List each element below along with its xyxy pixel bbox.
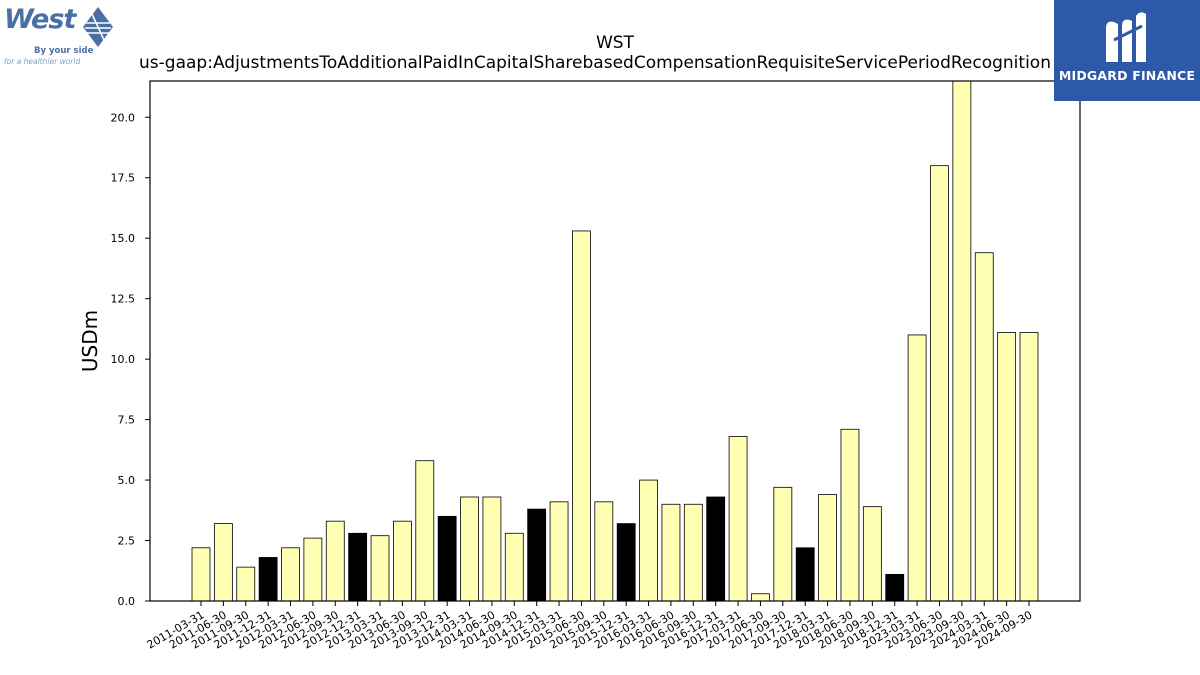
x-axis-ticks: 2011-03-312011-06-302011-09-302011-12-31… (145, 601, 1035, 652)
bar-2011-06-30 (213, 523, 233, 602)
bar-2017-03-31 (728, 436, 748, 602)
bar-2012-09-30 (325, 520, 345, 602)
bar-2012-06-30 (303, 537, 323, 602)
y-tick-label: 5.0 (118, 474, 136, 487)
bar-2011-03-31 (191, 547, 211, 602)
bar-2023-06-30 (930, 165, 949, 602)
bar-2016-03-31 (639, 479, 658, 602)
bar-2013-09-30 (415, 460, 435, 602)
west-logo-tagline: By your side (34, 46, 94, 56)
plot-area-frame (149, 80, 1081, 602)
bar-2023-03-31 (907, 334, 927, 602)
bar-2016-06-30 (661, 503, 681, 602)
bar-2013-12-31 (437, 515, 457, 602)
bar-2015-12-31 (616, 523, 636, 602)
bar-2024-09-30 (1019, 332, 1039, 602)
bar-2018-12-31 (885, 573, 905, 602)
bar-2014-09-30 (504, 532, 524, 602)
y-tick-label: 0.0 (118, 595, 136, 608)
bars-layer (191, 80, 1039, 602)
bar-2016-09-30 (683, 503, 703, 602)
y-axis-ticks: 0.0 2.5 5.0 7.5 10.0 12.5 15.0 17.5 20.0 (111, 111, 150, 608)
west-logo-wordmark: West (4, 4, 76, 35)
publisher-name: MIDGARD FINANCE (1058, 68, 1196, 83)
y-axis-label: USDm (78, 310, 102, 372)
bar-2013-03-31 (370, 535, 390, 602)
bar-2024-06-30 (997, 332, 1017, 602)
bar-2015-03-31 (549, 501, 569, 602)
bar-2013-06-30 (393, 520, 412, 602)
west-logo-subtagline: for a healthier world (4, 57, 81, 66)
y-tick-label: 10.0 (111, 353, 136, 366)
chart-subtitle: us-gaap:AdjustmentsToAdditionalPaidInCap… (139, 53, 1051, 73)
bar-2017-06-30 (751, 593, 770, 602)
bar-2015-09-30 (594, 501, 614, 602)
west-logo: West By your side for a healthier world (4, 4, 116, 68)
bar-2018-09-30 (862, 506, 882, 602)
bar-2016-12-31 (706, 496, 726, 602)
y-tick-label: 7.5 (118, 414, 136, 427)
y-tick-label: 15.0 (111, 232, 136, 245)
bar-2014-12-31 (527, 508, 547, 602)
y-tick-label: 20.0 (111, 111, 136, 124)
bar-2014-06-30 (482, 496, 502, 602)
bar-2017-09-30 (773, 486, 793, 602)
midgard-m-icon (1106, 12, 1146, 63)
bar-2012-03-31 (281, 547, 300, 602)
bar-2014-03-31 (460, 496, 479, 602)
bar-2024-03-31 (974, 252, 994, 602)
y-tick-label: 17.5 (111, 172, 136, 185)
bar-2023-09-30 (952, 80, 972, 602)
y-tick-label: 2.5 (118, 535, 136, 548)
bar-2015-06-30 (572, 230, 591, 602)
y-tick-label: 12.5 (111, 293, 136, 306)
bar-2011-09-30 (236, 566, 256, 602)
chart-title: WST (596, 33, 635, 53)
west-diamond-icon (83, 7, 113, 47)
bar-2018-03-31 (818, 494, 837, 602)
bar-2018-06-30 (840, 428, 860, 602)
midgard-finance-logo: MIDGARD FINANCE (1054, 0, 1200, 101)
bar-2011-12-31 (258, 557, 278, 602)
bar-2017-12-31 (795, 547, 815, 602)
bar-2012-12-31 (348, 532, 368, 602)
